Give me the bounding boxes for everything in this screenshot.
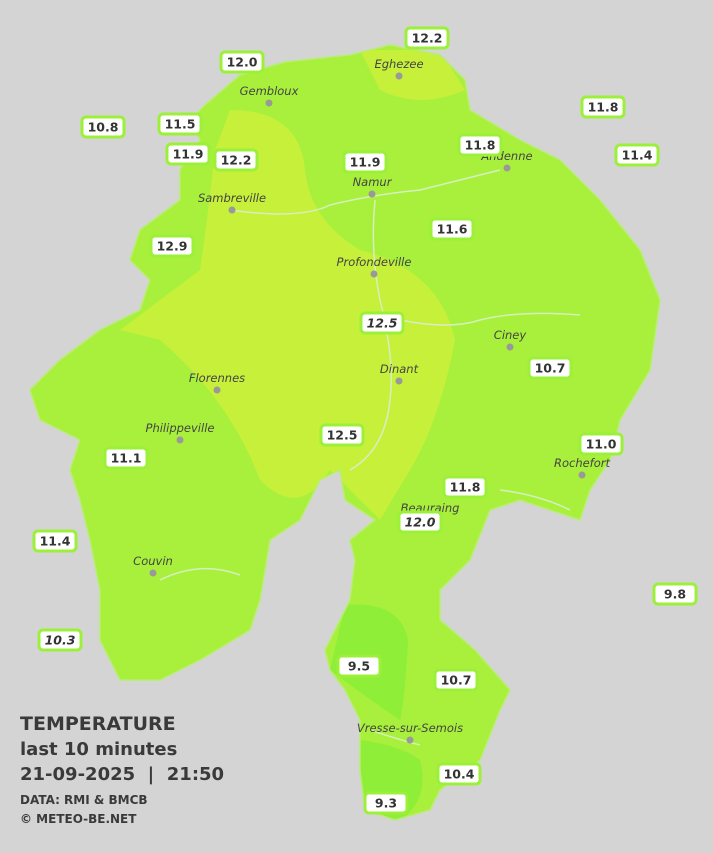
reading-value: 10.3	[45, 633, 76, 648]
town-dot	[506, 343, 514, 351]
reading-value: 10.7	[441, 673, 472, 688]
town-label: Dinant	[380, 362, 419, 376]
town-dot	[370, 270, 378, 278]
reading-value: 12.2	[412, 31, 443, 46]
town-dot	[368, 190, 376, 198]
town-dot	[213, 386, 221, 394]
reading-box	[319, 423, 365, 447]
reading-value: 11.6	[437, 222, 468, 237]
reading-value: 10.8	[88, 120, 119, 135]
legend-datetime: 21-09-2025 | 21:50	[20, 764, 224, 785]
reading-box	[165, 142, 211, 166]
reading-box	[149, 234, 195, 258]
reading-box	[404, 26, 450, 50]
town-label: Eghezee	[374, 57, 423, 71]
reading-value: 12.0	[405, 515, 436, 530]
reading-box	[457, 133, 503, 157]
legend-subtitle: last 10 minutes	[20, 739, 177, 760]
town-dot	[395, 377, 403, 385]
reading-value: 12.9	[157, 239, 188, 254]
reading-box	[442, 475, 488, 499]
town-label: Philippeville	[146, 421, 215, 435]
reading-value: 12.2	[221, 153, 252, 168]
reading-box	[219, 50, 265, 74]
reading-value: 11.8	[588, 100, 619, 115]
reading-box	[213, 148, 259, 172]
reading-value: 11.9	[173, 147, 204, 162]
reading-box	[578, 432, 624, 456]
legend-source: DATA: RMI & BMCB	[20, 793, 148, 807]
town-label: Namur	[353, 175, 393, 189]
town-dot	[228, 206, 236, 214]
reading-box	[157, 112, 203, 136]
reading-box	[436, 762, 482, 786]
reading-value: 11.1	[111, 451, 142, 466]
reading-value: 10.7	[535, 361, 566, 376]
reading-box	[342, 150, 388, 174]
town-label: Couvin	[133, 554, 173, 568]
reading-value: 9.8	[664, 587, 686, 602]
reading-box	[397, 510, 443, 534]
reading-box	[433, 668, 479, 692]
reading-value: 10.4	[444, 767, 475, 782]
reading-box	[103, 446, 149, 470]
rivers	[159, 169, 581, 746]
town-label: Gembloux	[240, 84, 299, 98]
reading-box	[359, 311, 405, 335]
reading-box	[580, 95, 626, 119]
reading-box	[527, 356, 573, 380]
reading-box	[80, 115, 126, 139]
reading-value: 11.5	[165, 117, 196, 132]
town-dot	[406, 736, 414, 744]
reading-value: 12.5	[367, 316, 398, 331]
warm-zone	[360, 50, 465, 100]
reading-value: 11.4	[622, 148, 653, 163]
warm-zone	[120, 110, 455, 520]
reading-value: 11.8	[450, 480, 481, 495]
town-label: Ciney	[494, 328, 527, 342]
reading-value: 12.5	[327, 428, 358, 443]
town-label: Profondeville	[337, 255, 412, 269]
reading-box	[37, 628, 83, 652]
reading-value: 11.0	[586, 437, 617, 452]
reading-box	[652, 582, 698, 606]
town-dot	[176, 436, 184, 444]
town-label: Vresse-sur-Semois	[357, 721, 463, 735]
reading-box	[614, 143, 660, 167]
reading-value: 9.5	[348, 659, 370, 674]
reading-box	[429, 217, 475, 241]
town-dot	[503, 164, 511, 172]
readings: 12.2 12.0 10.8 11.5 11.8 11.9 12.2 11.9 11.8 11.4…	[32, 26, 698, 815]
legend-copyright: © METEO-BE.NET	[20, 812, 137, 826]
reading-value: 12.0	[227, 55, 258, 70]
town-dot	[578, 471, 586, 479]
reading-box	[32, 529, 78, 553]
town-dot	[265, 99, 273, 107]
town-label: Florennes	[189, 371, 245, 385]
town-dot	[149, 569, 157, 577]
legend-title: TEMPERATURE	[20, 713, 176, 735]
reading-value: 11.4	[40, 534, 71, 549]
reading-value: 9.3	[375, 796, 397, 811]
reading-box	[336, 654, 382, 678]
reading-box	[363, 791, 409, 815]
reading-value: 11.8	[465, 138, 496, 153]
town-dot	[395, 72, 403, 80]
reading-value: 11.9	[350, 155, 381, 170]
town-label: Sambreville	[198, 191, 266, 205]
town-label: Rochefort	[554, 456, 611, 470]
